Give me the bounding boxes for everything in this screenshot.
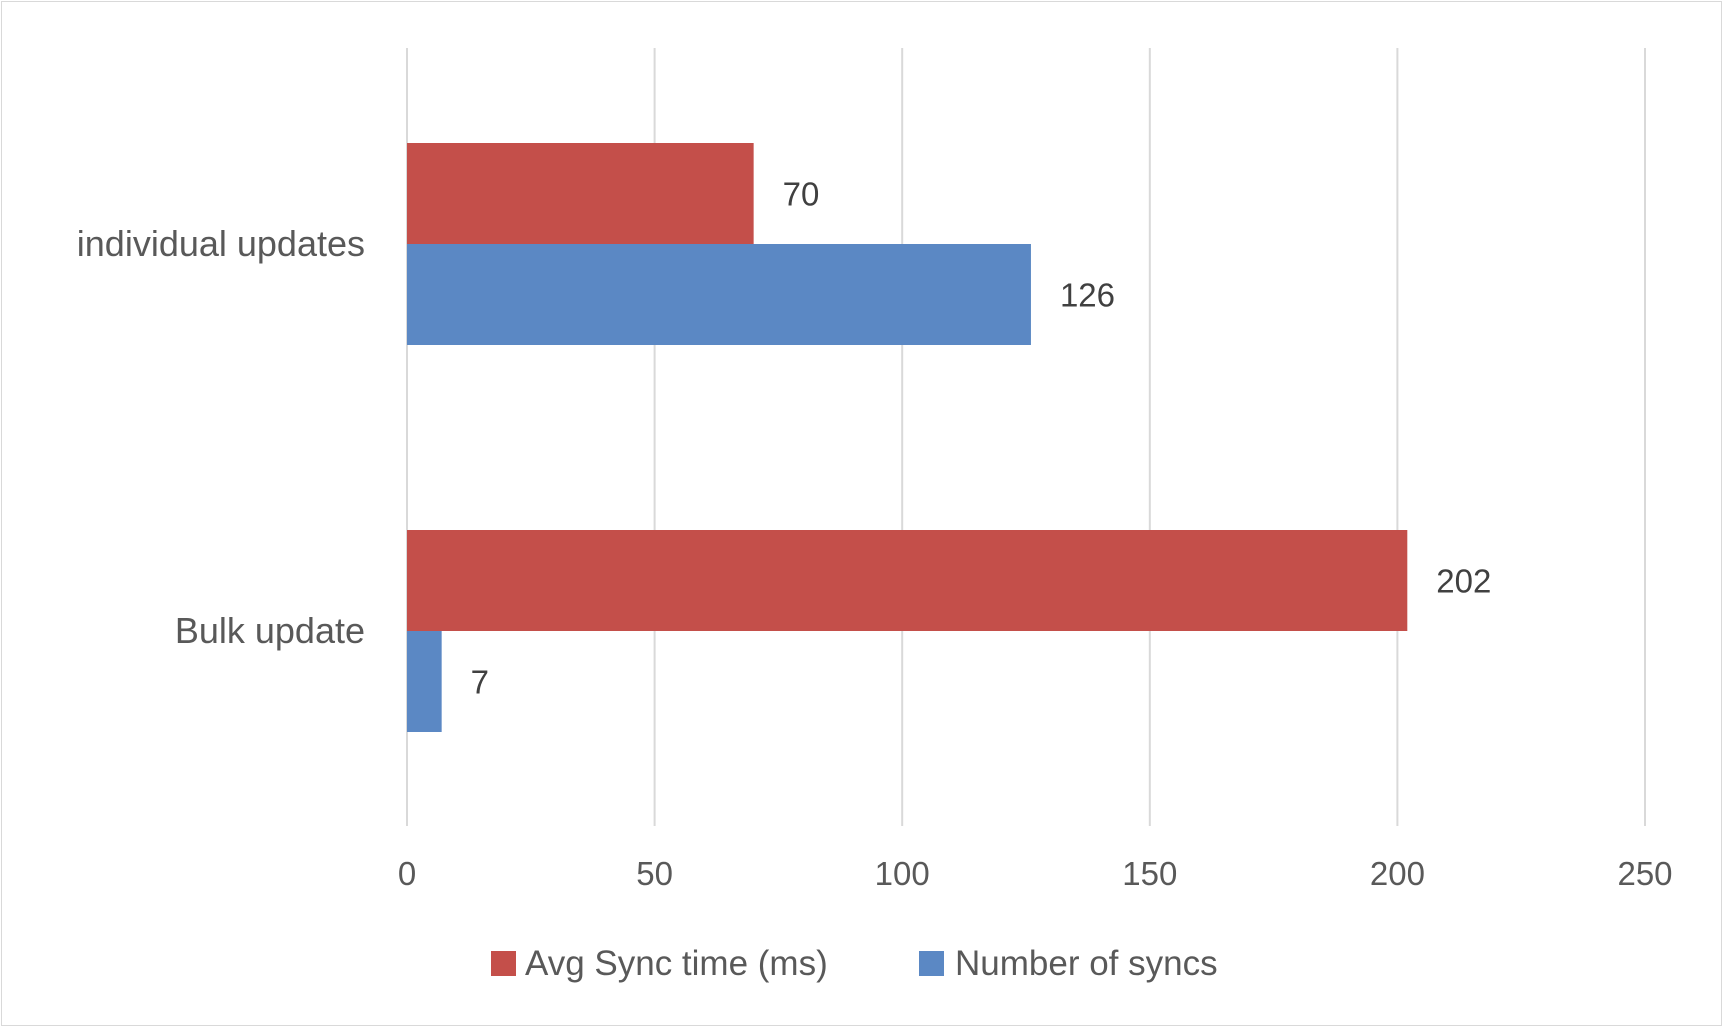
bar-individual-updates-number-of-syncs: [407, 244, 1031, 345]
data-label-bulk-update-avg-sync-time-ms: 202: [1436, 563, 1491, 600]
category-label-bulk-update: Bulk update: [175, 610, 365, 651]
x-tick-label: 250: [1617, 855, 1672, 892]
x-tick-labels: 0 50 100 150 200 250: [398, 855, 1673, 892]
legend: Avg Sync time (ms) Number of syncs: [491, 944, 1218, 983]
category-labels: individual updates Bulk update: [77, 223, 365, 651]
x-tick-label: 50: [636, 855, 673, 892]
bars: [407, 143, 1408, 732]
bar-bulk-update-avg-sync-time-ms: [407, 530, 1408, 631]
data-label-individual-updates-number-of-syncs: 126: [1060, 277, 1115, 314]
legend-swatch-number-of-syncs: [919, 951, 944, 976]
legend-label-number-of-syncs: Number of syncs: [955, 944, 1218, 983]
x-tick-label: 100: [875, 855, 930, 892]
legend-swatch-avg-sync-time-ms: [491, 951, 516, 976]
bar-bulk-update-number-of-syncs: [407, 631, 442, 732]
legend-label-avg-sync-time-ms: Avg Sync time (ms): [525, 944, 828, 983]
category-label-individual-updates: individual updates: [77, 223, 365, 264]
bar-individual-updates-avg-sync-time-ms: [407, 143, 754, 244]
data-label-bulk-update-number-of-syncs: 7: [471, 664, 489, 701]
data-label-individual-updates-avg-sync-time-ms: 70: [783, 176, 820, 213]
x-tick-label: 150: [1122, 855, 1177, 892]
data-labels: 70 126 202 7: [471, 176, 1492, 701]
x-tick-label: 0: [398, 855, 416, 892]
x-tick-label: 200: [1370, 855, 1425, 892]
